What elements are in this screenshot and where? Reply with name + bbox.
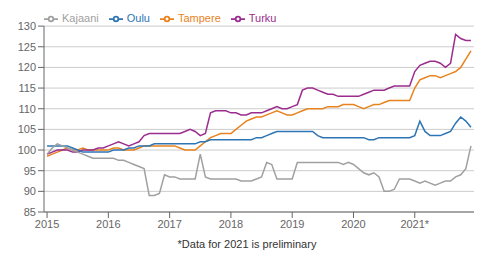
svg-text:2019: 2019	[280, 218, 304, 230]
svg-text:110: 110	[18, 103, 36, 115]
svg-text:85: 85	[24, 206, 36, 218]
svg-text:2016: 2016	[96, 218, 120, 230]
html-text:Oulu: Oulu	[126, 12, 150, 24]
svg-text:105: 105	[18, 123, 36, 135]
html-text:Kajaani: Kajaani	[62, 12, 99, 24]
svg-text:2018: 2018	[219, 218, 243, 230]
svg-text:120: 120	[18, 61, 36, 73]
svg-text:115: 115	[18, 82, 36, 94]
svg-text:2021*: 2021*	[400, 218, 429, 230]
svg-text:2017: 2017	[157, 218, 181, 230]
svg-text:2015: 2015	[35, 218, 59, 230]
svg-text:100: 100	[18, 144, 36, 156]
svg-text:90: 90	[24, 185, 36, 197]
svg-text:95: 95	[24, 165, 36, 177]
svg-text:2020: 2020	[341, 218, 365, 230]
html-text:*Data for 2021 is preliminary: *Data for 2021 is preliminary	[177, 238, 317, 250]
svg-text:125: 125	[18, 41, 36, 53]
html-text:Tampere: Tampere	[178, 12, 221, 24]
svg-text:130: 130	[18, 20, 36, 32]
html-text:Turku: Turku	[248, 12, 277, 24]
